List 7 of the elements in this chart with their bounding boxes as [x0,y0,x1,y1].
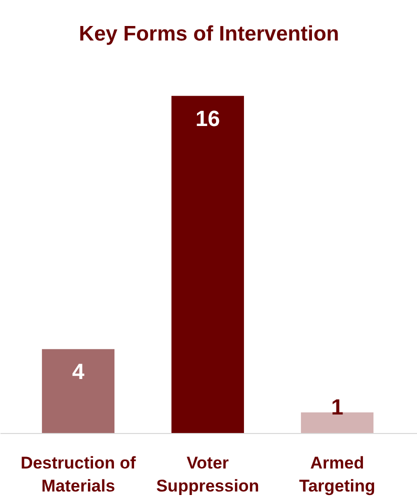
data-label: 16 [195,106,220,131]
x-tick-label: Armed Targeting [299,454,376,496]
x-tick-label: Destruction of Materials [20,454,136,496]
chart-title: Key Forms of Intervention [78,22,340,46]
data-label: 1 [331,394,344,420]
data-label: 4 [72,359,86,384]
x-tick-label: Voter Suppression [156,454,260,496]
